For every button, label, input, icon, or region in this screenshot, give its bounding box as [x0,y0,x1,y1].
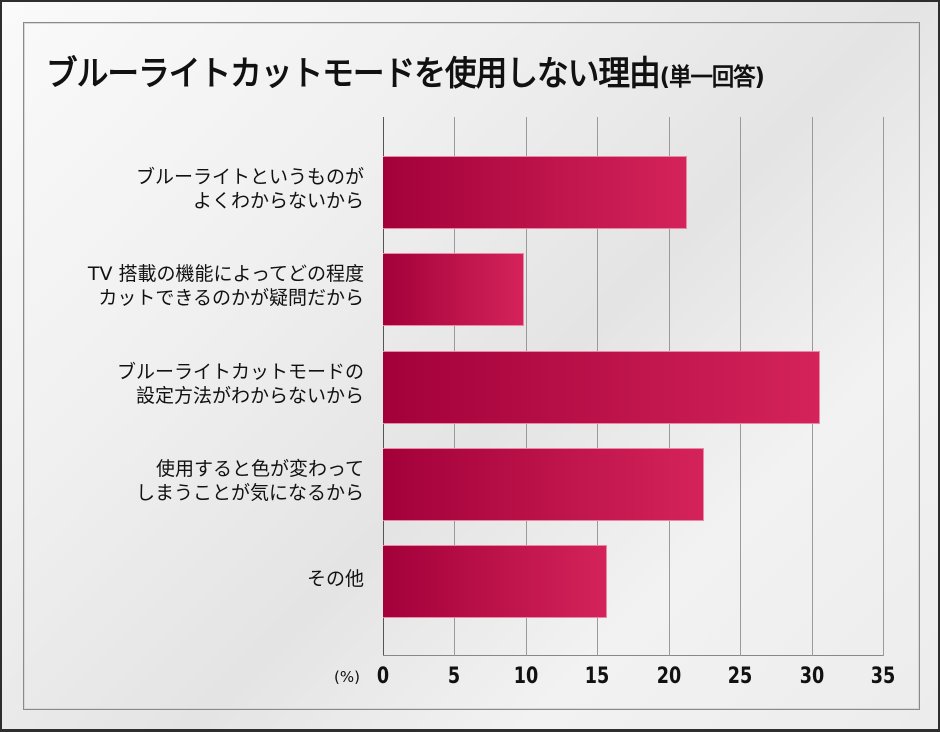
bar [383,448,704,521]
x-tick-label: 30 [799,664,824,689]
category-label-line: よくわからないから [192,190,364,212]
x-tick-label: 35 [870,664,896,689]
x-tick-label: 15 [585,664,610,689]
x-tick-label: 10 [513,664,539,689]
category-label-line: 使用すると色が変わって [155,458,364,480]
x-tick-label: 25 [727,664,753,689]
grid-line [883,117,884,656]
x-axis-line [383,655,883,656]
category-label-line: ブルーライトというものが [135,166,364,188]
category-label-line: しまうことが気になるから [135,482,364,504]
category-label-line: その他 [306,568,364,590]
chart-title-text: ブルーライトカットモードを使用しない理由 [46,54,661,94]
x-tick-label: 5 [448,664,461,689]
plot-area [383,117,884,656]
category-label-line: ブルーライトカットモードの [116,361,364,383]
x-axis-unit: (%) [334,668,360,686]
category-label: その他 [24,567,364,591]
bar [383,253,524,326]
bar [383,156,687,229]
x-tick-label: 20 [656,664,681,689]
chart-subtitle: (単一回答) [659,63,765,91]
x-tick-label: 0 [376,664,390,689]
category-label: TV 搭載の機能によってどの程度 カットできるのかが疑問だから [24,262,364,310]
category-label: ブルーライトカットモードの 設定方法がわからないから [24,360,364,408]
chart-frame [23,22,920,710]
category-label: 使用すると色が変わって しまうことが気になるから [24,457,364,505]
category-label-line: TV 搭載の機能によってどの程度 [87,263,364,285]
category-label-line: 設定方法がわからないから [135,385,364,407]
category-label: ブルーライトというものが よくわからないから [24,165,364,213]
category-label-line: カットできるのかが疑問だから [98,287,364,309]
chart-title: ブルーライトカットモードを使用しない理由(単一回答) [46,46,765,95]
bar [383,351,820,424]
bar [383,545,607,618]
